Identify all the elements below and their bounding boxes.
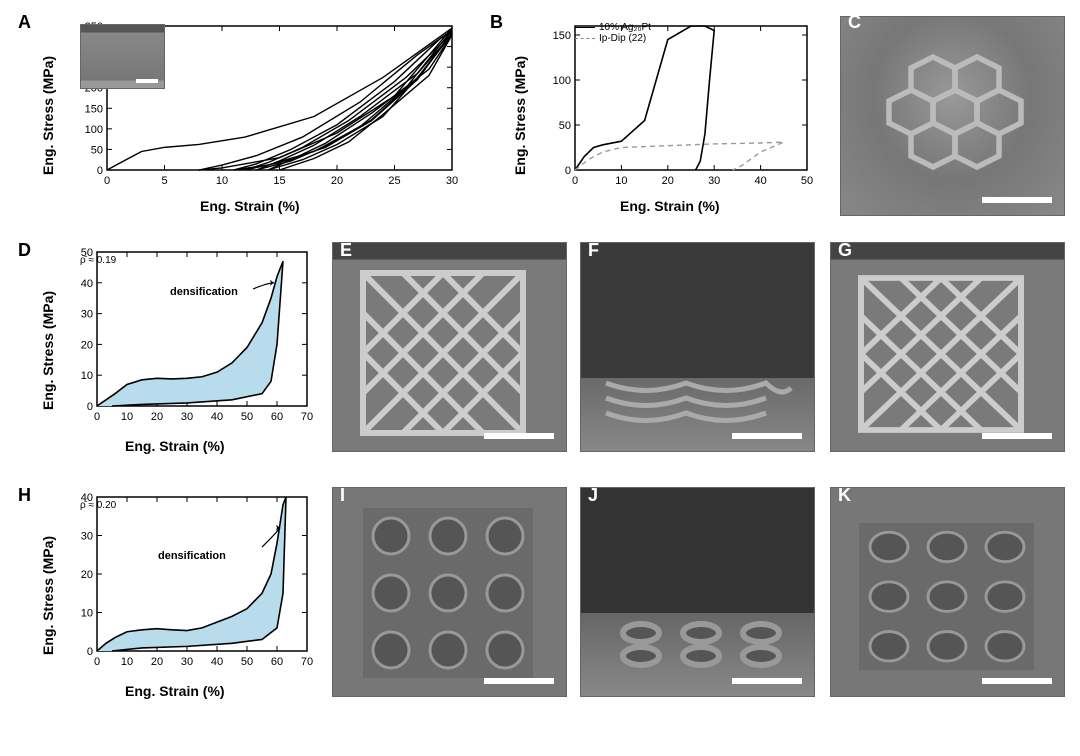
- panel-I-scalebar: [484, 678, 554, 684]
- svg-text:50: 50: [559, 120, 571, 132]
- panel-C-honeycomb-icon: [841, 17, 1066, 217]
- panel-label-K: K: [838, 485, 851, 506]
- panel-G-sem: [830, 242, 1065, 452]
- panel-I-cubic-icon: [333, 488, 568, 698]
- panel-J-sem: [580, 487, 815, 697]
- panel-label-I: I: [340, 485, 345, 506]
- panel-A-xlabel: Eng. Strain (%): [200, 198, 300, 214]
- svg-text:30: 30: [181, 656, 193, 668]
- panel-K-cubic-icon: [831, 488, 1066, 698]
- svg-text:150: 150: [553, 30, 571, 42]
- panel-label-E: E: [340, 240, 352, 261]
- svg-text:0: 0: [104, 175, 110, 187]
- panel-D-annotation: densification: [170, 286, 238, 298]
- svg-text:15: 15: [273, 175, 285, 187]
- panel-H-chart: 010203040506070010203040: [65, 491, 315, 681]
- svg-text:60: 60: [271, 411, 283, 423]
- panel-C-sem: [840, 16, 1065, 216]
- panel-C-scalebar: [982, 197, 1052, 203]
- svg-text:10: 10: [615, 175, 627, 187]
- svg-text:10: 10: [121, 656, 133, 668]
- panel-B-legend1: 10% Ag₂₀Pt: [599, 22, 651, 33]
- panel-label-C: C: [848, 12, 861, 33]
- svg-text:10: 10: [81, 608, 93, 620]
- panel-G-scalebar: [982, 433, 1052, 439]
- panel-J-scalebar: [732, 678, 802, 684]
- svg-text:0: 0: [572, 175, 578, 187]
- panel-E-sem: [332, 242, 567, 452]
- svg-text:10: 10: [121, 411, 133, 423]
- panel-label-H: H: [18, 485, 31, 506]
- svg-text:30: 30: [181, 411, 193, 423]
- svg-text:40: 40: [211, 411, 223, 423]
- svg-text:100: 100: [553, 75, 571, 87]
- svg-text:30: 30: [446, 175, 458, 187]
- figure-container: A 051015202530050100150200250300350 Eng.…: [10, 10, 1070, 746]
- svg-text:50: 50: [241, 411, 253, 423]
- panel-A-ylabel: Eng. Stress (MPa): [40, 56, 56, 175]
- panel-label-F: F: [588, 240, 599, 261]
- panel-label-A: A: [18, 12, 31, 33]
- svg-text:0: 0: [87, 401, 93, 413]
- svg-text:5: 5: [161, 175, 167, 187]
- svg-text:30: 30: [708, 175, 720, 187]
- panel-E-scalebar: [484, 433, 554, 439]
- svg-text:50: 50: [241, 656, 253, 668]
- svg-text:20: 20: [662, 175, 674, 187]
- svg-text:30: 30: [81, 531, 93, 543]
- panel-K-sem: [830, 487, 1065, 697]
- panel-F-compressed-icon: [581, 243, 816, 453]
- svg-text:0: 0: [94, 411, 100, 423]
- svg-text:0: 0: [94, 656, 100, 668]
- svg-text:25: 25: [388, 175, 400, 187]
- svg-text:20: 20: [151, 656, 163, 668]
- svg-text:30: 30: [81, 309, 93, 321]
- panel-A-inset-sem: [80, 24, 165, 89]
- panel-D-rho: ρ̄ ≈ 0.19: [80, 255, 116, 266]
- panel-label-B: B: [490, 12, 503, 33]
- svg-text:20: 20: [331, 175, 343, 187]
- svg-text:60: 60: [271, 656, 283, 668]
- panel-D-xlabel: Eng. Strain (%): [125, 438, 225, 454]
- panel-label-J: J: [588, 485, 598, 506]
- panel-H-xlabel: Eng. Strain (%): [125, 683, 225, 699]
- svg-text:50: 50: [91, 144, 103, 156]
- panel-B-xlabel: Eng. Strain (%): [620, 198, 720, 214]
- panel-K-scalebar: [982, 678, 1052, 684]
- panel-label-G: G: [838, 240, 852, 261]
- svg-text:20: 20: [81, 339, 93, 351]
- svg-text:50: 50: [801, 175, 813, 187]
- panel-D-ylabel: Eng. Stress (MPa): [40, 291, 56, 410]
- svg-text:40: 40: [81, 278, 93, 290]
- panel-label-D: D: [18, 240, 31, 261]
- svg-text:20: 20: [81, 569, 93, 581]
- panel-A-inset-scalebar: [136, 79, 158, 83]
- svg-text:0: 0: [87, 646, 93, 658]
- panel-B-legend2: Ip-Dip (22): [599, 33, 646, 44]
- panel-H-annotation: densification: [158, 550, 226, 562]
- svg-text:70: 70: [301, 656, 313, 668]
- panel-J-compressed-icon: [581, 488, 816, 698]
- panel-D-chart: 01020304050607001020304050: [65, 246, 315, 436]
- panel-F-sem: [580, 242, 815, 452]
- panel-B-legend: 10% Ag₂₀Pt Ip-Dip (22): [575, 22, 651, 44]
- svg-text:40: 40: [211, 656, 223, 668]
- svg-text:150: 150: [85, 103, 103, 115]
- panel-H-ylabel: Eng. Stress (MPa): [40, 536, 56, 655]
- svg-text:70: 70: [301, 411, 313, 423]
- svg-text:40: 40: [754, 175, 766, 187]
- panel-I-sem: [332, 487, 567, 697]
- svg-text:20: 20: [151, 411, 163, 423]
- panel-E-lattice-icon: [333, 243, 568, 453]
- panel-B-ylabel: Eng. Stress (MPa): [512, 56, 528, 175]
- svg-text:10: 10: [81, 370, 93, 382]
- panel-B-chart: 0 10 20 30 40 50 0 50 100 150: [535, 20, 815, 200]
- panel-G-lattice-icon: [831, 243, 1066, 453]
- panel-F-scalebar: [732, 433, 802, 439]
- svg-text:0: 0: [565, 165, 571, 177]
- svg-text:0: 0: [97, 165, 103, 177]
- svg-text:10: 10: [216, 175, 228, 187]
- svg-text:100: 100: [85, 124, 103, 136]
- panel-H-rho: ρ̄ ≈ 0.20: [80, 500, 116, 511]
